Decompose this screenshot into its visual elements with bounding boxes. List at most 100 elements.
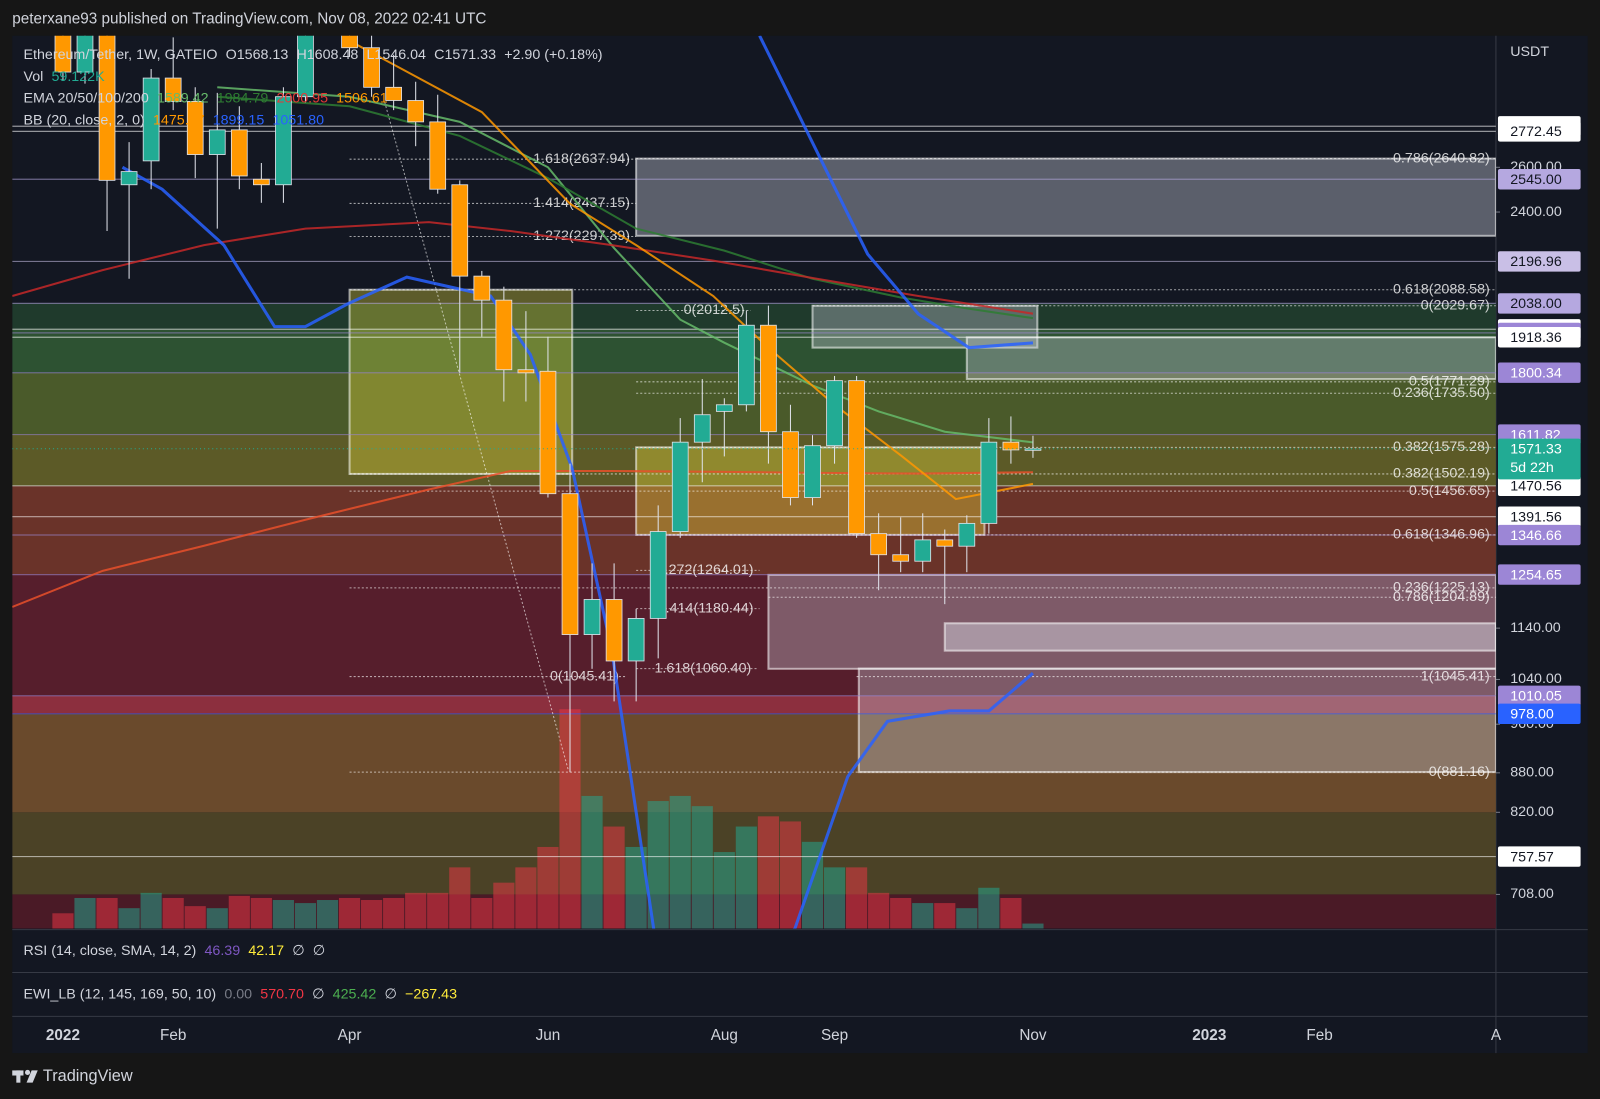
candle-body	[429, 121, 447, 190]
fib-label: 0.382(1575.28)	[1393, 439, 1490, 455]
legend-item: 59.122K	[51, 69, 105, 85]
legend-item: RSI (14, close, SMA, 14, 2)	[23, 943, 196, 959]
candle-body	[230, 129, 248, 177]
indicator-line	[217, 95, 1034, 320]
volume-bar	[294, 903, 317, 929]
candle-body	[539, 370, 557, 495]
price-badge	[1497, 506, 1581, 527]
current-price-label: 1571.33	[1510, 442, 1562, 458]
candle-body	[738, 324, 755, 406]
fib-box	[857, 667, 1496, 774]
fib-label: 1.272(2297.39)	[533, 228, 630, 244]
price-badge-label: 2772.45	[1510, 124, 1562, 140]
legend-item: +2.90 (+0.18%)	[504, 47, 602, 63]
x-tick-label: A	[1491, 1027, 1502, 1044]
fib-label: 0.236(1735.50)	[1393, 385, 1490, 401]
volume-bar	[228, 895, 250, 929]
legend-item: 425.42	[333, 987, 377, 1003]
price-badge	[1497, 362, 1581, 383]
volume-bar	[383, 897, 405, 929]
fib-label: 0.786(1204.89)	[1393, 589, 1490, 605]
candle-body	[715, 404, 733, 412]
volume-bar	[361, 900, 383, 929]
fib-box	[348, 288, 574, 475]
volume-bar	[846, 867, 868, 929]
candle-body	[186, 101, 204, 155]
candle-body	[826, 380, 843, 447]
price-badge	[1497, 251, 1581, 272]
legend-item: 0.00	[224, 987, 252, 1003]
volume-bar	[96, 897, 118, 929]
y-tick-label: 2400.00	[1510, 204, 1562, 220]
legend-item: 1589.42	[157, 91, 209, 107]
candle-body	[914, 539, 932, 562]
price-badge	[1497, 685, 1581, 706]
legend-item: O1568.13	[226, 47, 289, 63]
legend-item: −267.43	[405, 987, 457, 1003]
fib-label: 0.236(1225.13)	[1393, 580, 1490, 596]
price-badge	[1497, 475, 1581, 497]
volume-bar	[647, 801, 669, 929]
price-badge	[1497, 524, 1581, 546]
legend-item: 1984.79	[217, 91, 269, 107]
candle-body	[870, 533, 887, 556]
price-badge-label: 2545.00	[1510, 172, 1562, 188]
price-badge	[1497, 846, 1581, 867]
price-badge-label: 2196.96	[1510, 254, 1562, 270]
x-tick-label: Apr	[338, 1027, 362, 1044]
volume-bar	[691, 806, 713, 929]
volume-bar	[956, 908, 978, 929]
price-badge	[1497, 703, 1581, 725]
candle-body	[473, 275, 491, 301]
price-badge-label: 1254.65	[1510, 567, 1562, 583]
legend-item: C1571.33	[434, 47, 496, 63]
candle-body	[848, 380, 865, 535]
candle-body	[561, 493, 579, 635]
legend-item: 1051.80	[272, 113, 324, 129]
volume-bar	[779, 821, 802, 929]
candle-body	[583, 599, 601, 635]
candle-body	[297, 35, 314, 98]
fib-label: 1.414(2437.15)	[533, 195, 630, 211]
volume-bar	[735, 826, 757, 929]
trend-line	[384, 101, 569, 771]
y-tick-label: 820.00	[1510, 804, 1554, 820]
y-tick-label: 1040.00	[1510, 671, 1562, 687]
fib-label: 0.5(1456.65)	[1409, 483, 1490, 499]
countdown: 5d 22h	[1510, 460, 1554, 476]
y-tick-label: 708.00	[1510, 886, 1554, 902]
price-badge-label: 1800.34	[1510, 366, 1562, 382]
volume-bar	[118, 908, 140, 929]
volume-bar	[338, 897, 361, 929]
zone	[12, 713, 1496, 813]
legend-item: Ethereum/Tether, 1W, GATEIO	[23, 47, 217, 63]
legend-item: L1546.04	[366, 47, 426, 63]
candle-body	[76, 35, 94, 73]
candle-body	[451, 184, 469, 277]
volume-bar	[537, 846, 559, 929]
candle-body	[649, 531, 667, 619]
zone	[12, 434, 1496, 486]
volume-bar	[515, 867, 537, 929]
candle-body	[363, 47, 380, 88]
legend-item: 2000.95	[276, 91, 328, 107]
candle-body	[120, 171, 138, 186]
price-badge-label: 1010.05	[1510, 689, 1562, 705]
x-tick-label: 2022	[46, 1027, 80, 1044]
volume-bar	[493, 882, 515, 929]
candle-body	[517, 369, 535, 374]
price-badge	[1497, 121, 1581, 142]
volume-bar	[1000, 897, 1022, 929]
volume-bar	[250, 897, 272, 929]
candle-body	[605, 599, 623, 662]
candle-body	[892, 554, 910, 562]
candle-body	[54, 35, 72, 73]
x-tick-label: Aug	[711, 1027, 738, 1044]
price-badge	[1497, 293, 1581, 314]
zone	[12, 695, 1496, 714]
candle-body	[341, 35, 358, 49]
legend-item: EMA 20/50/100/200	[23, 91, 148, 107]
x-tick-label: Nov	[1019, 1027, 1047, 1044]
legend-item: 42.17	[248, 943, 284, 959]
